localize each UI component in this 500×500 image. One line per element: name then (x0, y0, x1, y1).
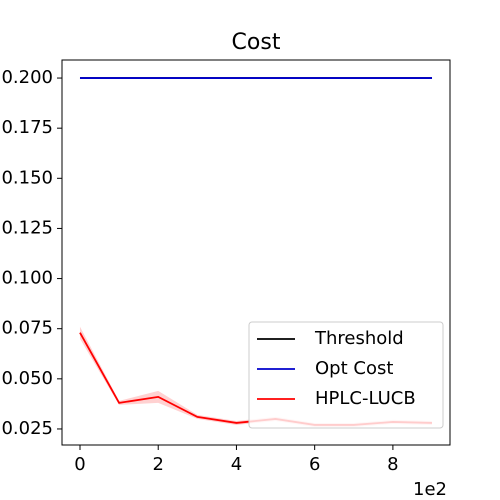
y-tick-label: 0.150 (1, 167, 53, 188)
y-tick-label: 0.075 (1, 318, 53, 339)
legend-label: Opt Cost (315, 358, 393, 379)
plot-frame (61, 59, 451, 446)
x-tick-label: 0 (74, 454, 85, 475)
x-offset-label: 1e2 (413, 479, 447, 500)
y-tick-label: 0.100 (1, 268, 53, 289)
y-tick-label: 0.200 (1, 67, 53, 88)
y-tick-label: 0.175 (1, 117, 53, 138)
y-tick-label: 0.125 (1, 217, 53, 238)
x-tick-label: 2 (152, 454, 163, 475)
x-tick-label: 8 (387, 454, 398, 475)
legend-box (248, 321, 444, 429)
legend-label: HPLC-LUCB (315, 388, 416, 409)
y-tick-label: 0.025 (1, 418, 53, 439)
y-tick-label: 0.050 (1, 368, 53, 389)
legend-label: Threshold (314, 328, 404, 349)
chart-title: Cost (232, 30, 281, 55)
x-tick-label: 4 (231, 454, 242, 475)
x-tick-label: 6 (309, 454, 320, 475)
